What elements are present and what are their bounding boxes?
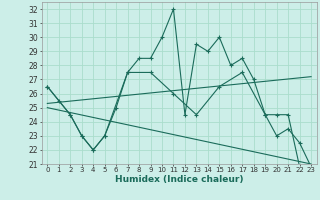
X-axis label: Humidex (Indice chaleur): Humidex (Indice chaleur) [115,175,244,184]
